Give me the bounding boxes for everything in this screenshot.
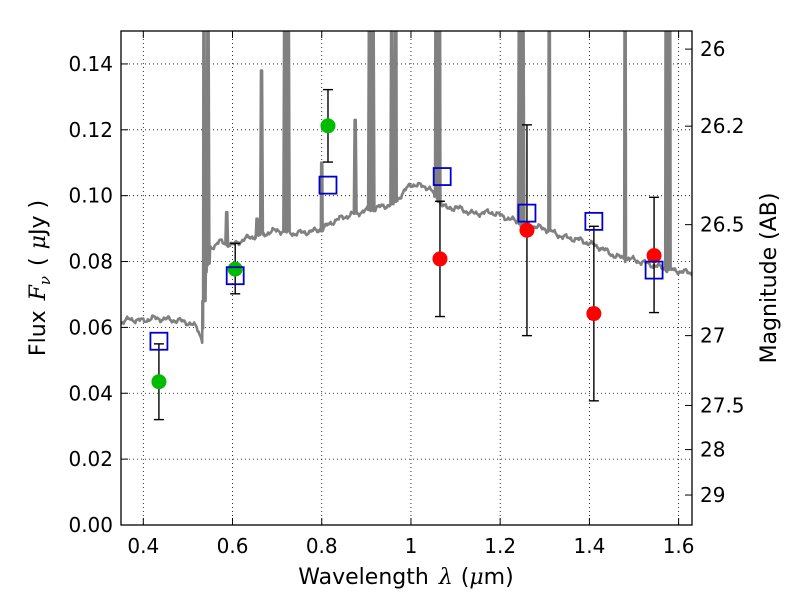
data-point xyxy=(432,251,448,267)
data-point xyxy=(586,306,602,322)
x-tick-label: 0.8 xyxy=(306,534,338,558)
plot-frame xyxy=(120,30,693,526)
x-tick-label: 0.6 xyxy=(217,534,249,558)
spectrum-line xyxy=(121,31,692,345)
y2-tick-label: 27 xyxy=(700,324,725,348)
model-spectrum xyxy=(121,31,692,345)
data-point xyxy=(519,222,535,238)
x-tick-label: 1.4 xyxy=(573,534,605,558)
data-point xyxy=(227,261,243,277)
y-tick-label: 0.08 xyxy=(68,250,113,274)
model-point xyxy=(432,167,452,186)
y2-tick-label: 29 xyxy=(700,483,725,507)
model-point xyxy=(517,203,537,223)
model-point xyxy=(644,260,664,280)
model-point xyxy=(225,266,245,286)
x-tick-label: 1.2 xyxy=(484,534,516,558)
data-point xyxy=(646,248,662,264)
y2-tick-label: 28 xyxy=(700,438,725,462)
y-tick-label: 0.12 xyxy=(68,118,113,142)
y2-tick-label: 27.5 xyxy=(700,393,745,417)
x-axis-label: Wavelength λ (μm) xyxy=(298,565,513,590)
x-tick-label: 0.4 xyxy=(127,534,159,558)
y-tick-label: 0.02 xyxy=(68,447,113,471)
axis-ticks: 0.4 0.6 0.8 1 1.2 1.4 1.6 0.00 0.02 0.04 0.06 0.08 0… xyxy=(68,31,745,558)
model-point xyxy=(318,175,338,195)
model-point xyxy=(584,211,604,231)
y-axis-label: FluxFν(μJy ) xyxy=(26,200,54,356)
data-point xyxy=(320,118,336,134)
error-bars xyxy=(153,88,660,421)
y-tick-label: 0.04 xyxy=(68,381,113,405)
y-tick-label: 0.06 xyxy=(68,315,113,339)
model-point xyxy=(149,331,169,351)
photometry-points xyxy=(149,118,664,390)
y2-tick-label: 26.5 xyxy=(700,213,745,237)
x-tick-label: 1 xyxy=(405,534,418,558)
data-point xyxy=(151,374,167,390)
y2-axis-label: Magnitude (AB) xyxy=(757,193,782,364)
y-tick-label: 0.00 xyxy=(68,513,113,537)
x-tick-label: 1.6 xyxy=(663,534,695,558)
y2-tick-label: 26.2 xyxy=(700,114,745,138)
y-tick-label: 0.10 xyxy=(68,184,113,208)
y2-tick-label: 26 xyxy=(700,37,725,61)
y-tick-label: 0.14 xyxy=(68,52,113,76)
